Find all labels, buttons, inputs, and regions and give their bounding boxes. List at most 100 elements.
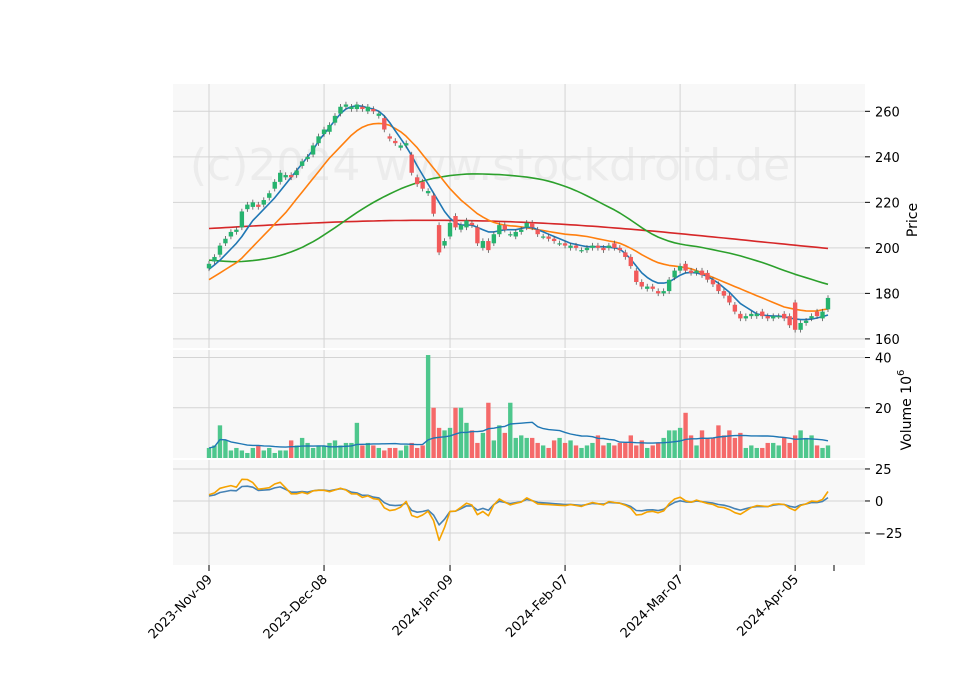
candle-up <box>480 241 486 248</box>
candle-up <box>557 243 562 245</box>
volume-bar <box>666 430 672 458</box>
volume-bar <box>447 427 453 458</box>
volume-bar <box>612 445 617 458</box>
volume-bar <box>267 447 272 458</box>
candle-up <box>825 297 831 310</box>
ma-slow-line <box>208 122 829 312</box>
candle-up <box>508 234 513 236</box>
oscillator-panel <box>173 460 865 565</box>
volume-bar <box>283 450 288 458</box>
candle-down <box>655 291 661 294</box>
candle-down <box>716 284 721 292</box>
candle-up <box>645 286 650 289</box>
candle-down <box>683 263 688 271</box>
candle-down <box>431 195 436 214</box>
candle-up <box>343 104 349 107</box>
volume-bar <box>354 422 360 458</box>
candle-up <box>338 106 343 114</box>
candle-up <box>239 211 245 228</box>
volume-bar <box>425 355 431 458</box>
candle-down <box>814 311 820 317</box>
candle-up <box>376 113 382 116</box>
volume-bar <box>502 432 507 458</box>
volume-bar <box>655 442 661 458</box>
candle-down <box>551 238 557 242</box>
candle-down <box>562 243 568 246</box>
candle-down <box>688 270 694 273</box>
candle-up <box>798 322 803 330</box>
volume-bar <box>787 442 792 458</box>
volume-bar <box>551 440 557 458</box>
candle-up <box>809 316 814 319</box>
candle-up <box>278 172 283 182</box>
price-axis-label: Price <box>905 203 921 237</box>
volume-bar <box>530 437 535 458</box>
price-tick-label: 260 <box>875 105 900 120</box>
price-tick-label: 200 <box>875 242 900 257</box>
volume-average-line <box>208 421 829 449</box>
volume-bar <box>540 445 546 458</box>
candle-up <box>316 136 321 144</box>
candle-up <box>261 200 266 205</box>
volume-bar <box>672 430 677 458</box>
candle-down <box>705 272 710 280</box>
candle-up <box>771 316 776 319</box>
candle-down <box>721 291 727 296</box>
volume-bar <box>327 442 332 458</box>
volume-bar <box>716 425 721 458</box>
candle-up <box>425 190 431 194</box>
candle-down <box>595 245 601 248</box>
volume-bar <box>781 437 787 458</box>
volume-bar <box>595 435 601 458</box>
volume-bar <box>376 447 382 458</box>
volume-bar <box>338 445 343 458</box>
candle-up <box>464 220 469 228</box>
candle-down <box>436 225 442 253</box>
volume-bar <box>420 445 425 458</box>
volume-bar <box>803 437 809 458</box>
candle-down <box>699 270 705 276</box>
candle-down <box>732 304 738 312</box>
volume-bar <box>623 442 628 458</box>
volume-bar <box>393 447 398 458</box>
candle-up <box>590 245 595 248</box>
candle-down <box>634 270 639 282</box>
candle-up <box>349 106 354 110</box>
volume-bar <box>606 442 612 458</box>
candlesticks <box>206 101 831 333</box>
price-tick-label: 240 <box>875 151 900 166</box>
volume-bar <box>825 445 831 458</box>
candle-down <box>781 313 787 319</box>
price-moving-averages <box>208 104 829 321</box>
volume-bar <box>798 430 803 458</box>
candle-up <box>404 143 409 146</box>
volume-bar <box>699 430 705 458</box>
volume-bar <box>584 445 590 458</box>
volume-bar <box>771 442 776 458</box>
volume-bar <box>272 452 277 458</box>
candle-up <box>305 156 310 160</box>
volume-bars <box>206 355 831 458</box>
candle-up <box>458 225 464 230</box>
candle-down <box>256 204 261 207</box>
candle-down <box>623 252 628 257</box>
candle-up <box>228 231 234 237</box>
candle-down <box>409 154 414 173</box>
x-tick-label: 2024-Feb-07 <box>503 572 572 641</box>
volume-bar <box>579 447 584 458</box>
candle-down <box>453 216 458 228</box>
candle-down <box>639 282 644 287</box>
volume-bar <box>562 442 568 458</box>
volume-bar <box>310 447 316 458</box>
candle-up <box>212 256 217 262</box>
volume-bar <box>694 445 699 458</box>
volume-bar <box>738 432 743 458</box>
candle-up <box>606 245 612 248</box>
candle-down <box>617 247 623 251</box>
volume-bar <box>601 445 606 458</box>
volume-bar <box>776 445 781 458</box>
candle-up <box>579 250 584 252</box>
candle-up <box>365 106 371 112</box>
volume-bar <box>486 402 491 458</box>
